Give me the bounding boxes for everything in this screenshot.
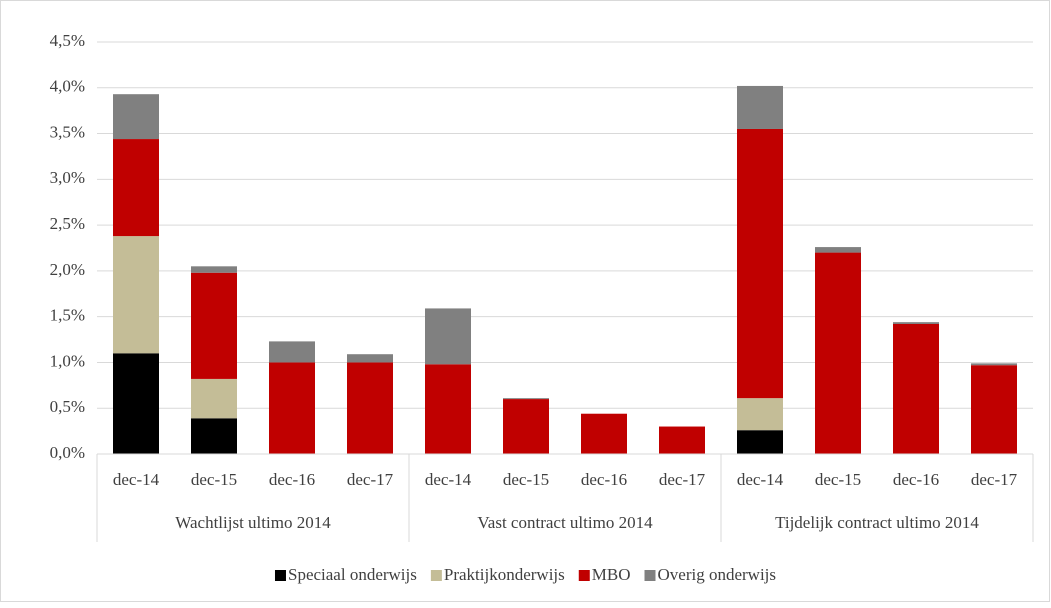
x-tick-label: dec-16: [893, 470, 939, 489]
legend-swatch: [274, 570, 286, 581]
x-tick-label: dec-15: [191, 470, 237, 489]
x-tick-label: dec-14: [425, 470, 472, 489]
y-tick-label: 0,5%: [50, 397, 85, 416]
bar-segment: [347, 354, 393, 363]
bar-segment: [269, 362, 315, 454]
x-tick-label: dec-15: [815, 470, 861, 489]
bar-segment: [425, 364, 471, 454]
y-tick-label: 1,0%: [50, 351, 85, 370]
legend-label: Speciaal onderwijs: [288, 565, 417, 584]
group-label: Wachtlijst ultimo 2014: [175, 513, 331, 532]
x-tick-label: dec-14: [737, 470, 784, 489]
legend-label: Overig onderwijs: [658, 565, 777, 584]
legend-swatch: [644, 570, 656, 581]
y-tick-label: 0,0%: [50, 443, 85, 462]
bar-segment: [815, 252, 861, 454]
bar-segment: [191, 266, 237, 273]
legend-swatch: [430, 570, 442, 581]
y-tick-label: 1,5%: [50, 306, 85, 325]
legend-swatch: [578, 570, 590, 581]
x-tick-label: dec-17: [347, 470, 394, 489]
x-tick-label: dec-14: [113, 470, 160, 489]
bar-segment: [191, 378, 237, 419]
x-tick-label: dec-17: [659, 470, 706, 489]
group-label: Tijdelijk contract ultimo 2014: [775, 513, 979, 532]
x-tick-label: dec-17: [971, 470, 1018, 489]
bar-segment: [191, 418, 237, 454]
bar-segment: [971, 363, 1017, 366]
bar-segment: [503, 399, 549, 454]
bar-segment: [269, 341, 315, 363]
bar-segment: [971, 365, 1017, 454]
bar-segment: [425, 308, 471, 365]
y-tick-label: 3,0%: [50, 168, 85, 187]
bar-segment: [815, 247, 861, 253]
bar-segment: [113, 139, 159, 237]
bar-segment: [737, 398, 783, 431]
y-tick-label: 2,5%: [50, 214, 85, 233]
group-label: Vast contract ultimo 2014: [477, 513, 653, 532]
legend-label: MBO: [592, 565, 631, 584]
y-tick-label: 4,0%: [50, 77, 85, 96]
x-tick-label: dec-15: [503, 470, 549, 489]
bar-segment: [737, 85, 783, 129]
bar-segment: [893, 322, 939, 324]
legend-label: Praktijkonderwijs: [444, 565, 565, 584]
y-tick-label: 2,0%: [50, 260, 85, 279]
bar-segment: [347, 362, 393, 454]
bar-segment: [737, 430, 783, 454]
bar-segment: [191, 272, 237, 379]
bar-segment: [113, 236, 159, 354]
bar-segment: [113, 94, 159, 140]
x-tick-label: dec-16: [581, 470, 627, 489]
bar-segment: [581, 413, 627, 454]
bar-segment: [737, 128, 783, 399]
y-tick-label: 3,5%: [50, 122, 85, 141]
x-tick-label: dec-16: [269, 470, 315, 489]
bar-segment: [113, 353, 159, 454]
bar-segment: [659, 426, 705, 454]
y-tick-label: 4,5%: [50, 31, 85, 50]
bar-segment: [503, 398, 549, 400]
bar-segment: [893, 323, 939, 454]
